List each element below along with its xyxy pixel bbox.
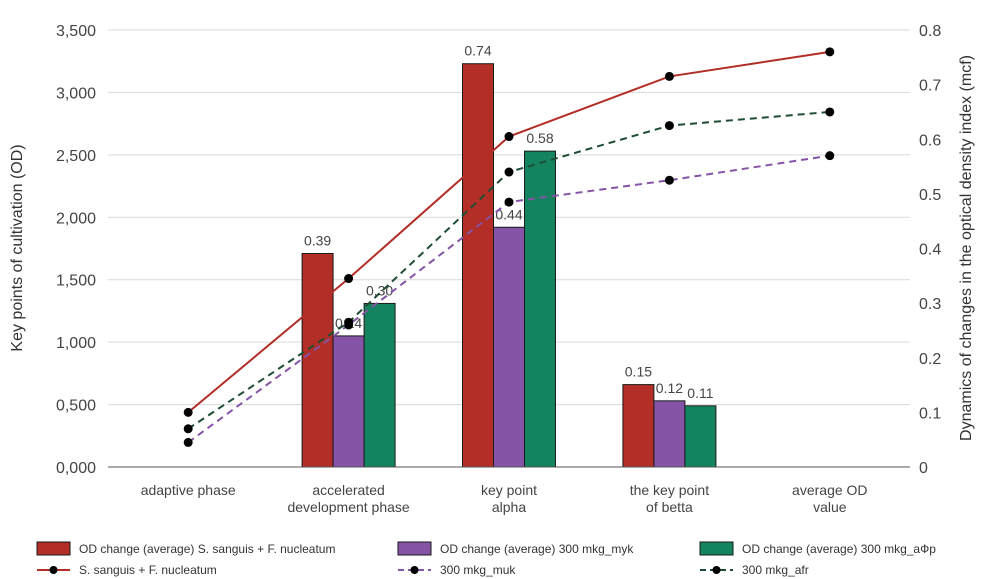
y2-axis-title: Dynamics of changes in the optical densi…: [958, 55, 975, 441]
bar-data-label: 0.39: [304, 232, 331, 248]
x-tick-label: accelerated development phase: [287, 482, 409, 515]
bar-data-label: 0.74: [464, 43, 491, 59]
x-tick-label: the key point of betta: [630, 482, 709, 515]
bar-data-label: 0.12: [656, 380, 683, 396]
line-point: [664, 175, 674, 185]
line-point: [344, 317, 354, 327]
legend: OD change (average) S. sanguis + F. nucl…: [36, 541, 936, 577]
y2-tick-label: 0.2: [919, 351, 941, 368]
y-tick-label: 3,500: [56, 23, 96, 40]
bar-data-label: 0.11: [687, 385, 713, 401]
line-point: [664, 71, 674, 81]
legend-label: S. sanguis + F. nucleatum: [79, 563, 217, 577]
y-tick-label: 0,500: [56, 398, 96, 415]
y2-tick-label: 0.8: [919, 23, 941, 40]
y-tick-label: 0,000: [56, 460, 96, 477]
bar: [332, 335, 365, 468]
y-tick-label: 1,500: [56, 273, 96, 290]
legend-swatch: [699, 541, 734, 556]
legend-marker: [712, 566, 721, 574]
line-point: [504, 167, 514, 177]
legend-swatch: [36, 541, 71, 556]
legend-marker: [49, 566, 58, 574]
y-tick-label: 1,000: [56, 335, 96, 352]
bar: [653, 400, 686, 468]
bar-data-label: 0.58: [526, 130, 553, 146]
y-axis-title: Key points of cultivation (OD): [9, 144, 26, 351]
x-tick-label: adaptive phase: [141, 482, 236, 498]
y2-tick-label: 0.4: [919, 242, 941, 259]
legend-label: OD change (average) S. sanguis + F. nucl…: [79, 542, 335, 556]
legend-label: OD change (average) 300 mkg_myk: [440, 542, 634, 556]
line-point: [183, 407, 193, 417]
line-point: [504, 197, 514, 207]
legend-marker: [410, 566, 419, 574]
line-point: [183, 437, 193, 447]
y2-tick-label: 0.6: [919, 132, 941, 149]
y-tick-label: 3,000: [56, 85, 96, 102]
bar: [622, 384, 655, 468]
bar: [524, 150, 556, 468]
y2-tick-label: 0: [919, 460, 928, 477]
line-group: [183, 47, 835, 447]
y2-tick-label: 0.5: [919, 187, 941, 204]
bar-group: 0.390.740.150.240.440.120.300.580.11: [301, 43, 717, 468]
y2-tick-label: 0.1: [919, 405, 941, 422]
line-point: [344, 274, 354, 284]
bar-data-label: 0.15: [625, 364, 652, 380]
legend-label: 300 mkg_afr: [742, 563, 809, 577]
line-point: [183, 424, 193, 434]
line-point: [504, 132, 514, 142]
line-point: [825, 107, 835, 117]
bar: [462, 63, 494, 468]
y2-tick-label: 0.7: [919, 78, 941, 95]
y2-tick-label: 0.3: [919, 296, 941, 313]
legend-swatch: [397, 541, 432, 556]
bar: [301, 252, 334, 468]
legend-label: 300 mkg_muk: [440, 563, 516, 577]
x-tick-label: average OD value: [792, 482, 867, 515]
line-point: [825, 151, 835, 161]
y-tick-label: 2,500: [56, 148, 96, 165]
y-tick-label: 2,000: [56, 210, 96, 227]
legend-label: OD change (average) 300 mkg_аФр: [742, 542, 936, 556]
line-point: [664, 121, 674, 131]
bar-data-label: 0.30: [366, 282, 393, 298]
line-point: [825, 47, 835, 57]
bar: [684, 405, 717, 468]
x-tick-label: key point alpha: [481, 482, 537, 515]
bar: [363, 302, 396, 468]
bar: [493, 226, 525, 468]
bar-data-label: 0.44: [495, 206, 522, 222]
axes: 0,000 0,500 1,000 1,500 2,000 2,500 3,000 3,500…: [56, 23, 941, 515]
